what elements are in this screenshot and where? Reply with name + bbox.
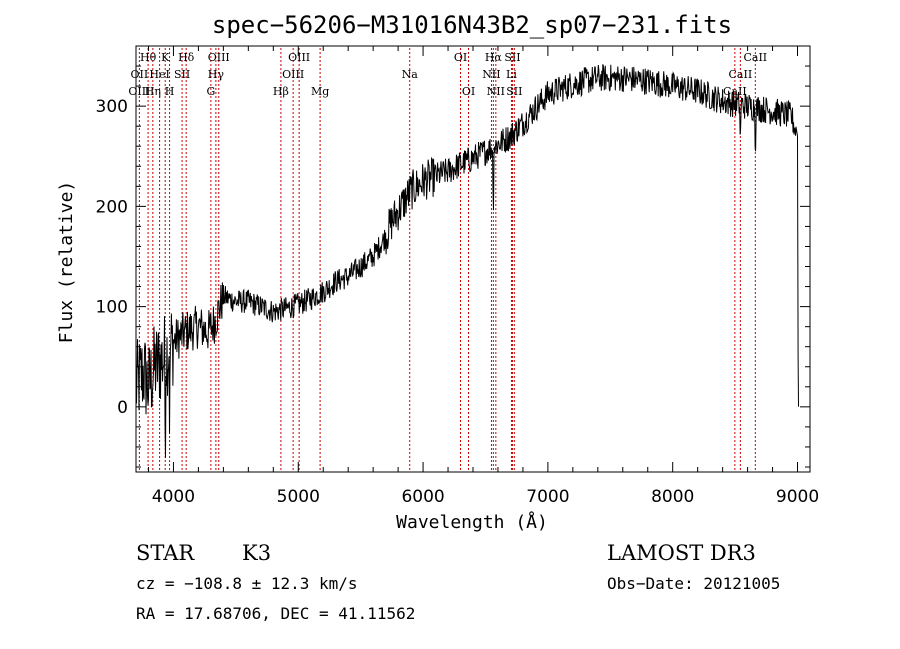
plot-frame (135, 45, 811, 473)
coordinates: RA = 17.68706, DEC = 41.11562 (136, 604, 415, 623)
object-subclass: K3 (242, 541, 271, 565)
spectral-line-label: OII (131, 68, 149, 81)
spectral-line-label: OIII (288, 51, 310, 64)
spectral-line-label: Hθ (140, 51, 157, 64)
spectral-line-label: CaII (723, 85, 747, 98)
x-tick-label: 5000 (277, 487, 320, 507)
x-tick-label: 7000 (526, 487, 569, 507)
x-tick-label: 9000 (776, 487, 819, 507)
spectral-line-label: Na (402, 68, 419, 81)
y-tick-label: 300 (96, 97, 128, 117)
x-tick-label: 6000 (401, 487, 444, 507)
x-tick-label: 8000 (651, 487, 694, 507)
spectral-line-markers (138, 48, 756, 472)
spectral-line-label: CaII (743, 51, 767, 64)
axis-tick-labels: 4000 5000 6000 7000 8000 9000 0 100 200 300 (96, 97, 820, 507)
y-tick-label: 100 (96, 298, 128, 318)
spectral-line-label: CaII (729, 68, 753, 81)
survey-name: LAMOST DR3 (607, 541, 756, 565)
spectral-line-label: SII (174, 68, 190, 81)
x-tick-label: 4000 (152, 487, 195, 507)
spectral-line-label: OIII (282, 68, 304, 81)
y-axis-label: Flux (relative) (56, 181, 77, 344)
axis-ticks (136, 45, 810, 472)
spectral-line-label: OI (462, 85, 475, 98)
spectral-line-label: Mg (311, 85, 329, 98)
y-tick-label: 200 (96, 197, 128, 217)
spectral-line-label: G (206, 85, 215, 98)
spectrum-line (135, 64, 799, 458)
spectral-line-label: H (165, 85, 175, 98)
spectral-line-label: K (161, 51, 170, 64)
redshift-velocity: cz = −108.8 ± 12.3 km/s (136, 574, 358, 593)
spectral-line-label: Hγ (208, 68, 225, 81)
spectral-line-label: Hη (145, 85, 161, 98)
y-tick-label: 0 (117, 398, 128, 418)
x-axis-label: Wavelength (Å) (396, 511, 548, 533)
spectral-line-label: SII (504, 51, 520, 64)
spectral-line-label: NII (487, 85, 505, 98)
spectral-line-label: NII (482, 68, 500, 81)
object-class: STAR (136, 541, 195, 565)
spectral-line-label: OIII (128, 85, 150, 98)
spectrum-layer (135, 64, 799, 458)
spectral-line-label: OIII (208, 51, 230, 64)
spectral-line-label: Hα (485, 51, 503, 64)
spectral-line-label: Hδ (178, 51, 195, 64)
observation-date: Obs−Date: 20121005 (607, 574, 780, 593)
chart-title: spec−56206−M31016N43B2_sp07−231.fits (212, 11, 732, 39)
spectral-line-label: OI (454, 51, 467, 64)
spectral-line-labels: Hθ OII OIII K HeI Hη SII H Hδ OIII Hγ G OIII OIII Hβ Mg… (128, 51, 767, 98)
spectral-line-label: HeI (149, 68, 169, 81)
spectral-line-label: Li (506, 68, 517, 81)
spectral-line-label: Hβ (273, 85, 289, 98)
spectral-line-label: SII (506, 85, 522, 98)
